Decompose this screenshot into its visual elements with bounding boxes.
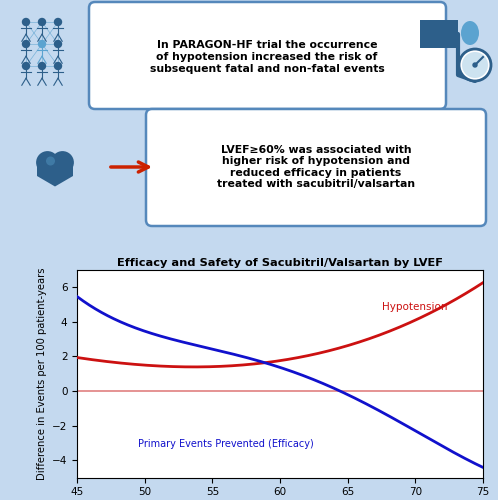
Circle shape xyxy=(36,151,59,174)
Y-axis label: Difference in Events per 100 patient-years: Difference in Events per 100 patient-yea… xyxy=(36,268,46,480)
Circle shape xyxy=(46,156,55,166)
Circle shape xyxy=(38,62,45,70)
Text: LVEF≥60% was associated with
higher risk of hypotension and
reduced efficacy in : LVEF≥60% was associated with higher risk… xyxy=(217,144,415,190)
Bar xyxy=(420,20,458,48)
Circle shape xyxy=(459,49,491,81)
FancyBboxPatch shape xyxy=(89,2,446,109)
Text: Primary Events Prevented (Efficacy): Primary Events Prevented (Efficacy) xyxy=(138,440,314,450)
Text: In PARAGON-HF trial the occurrence
of hypotension increased the risk of
subseque: In PARAGON-HF trial the occurrence of hy… xyxy=(149,40,384,74)
Circle shape xyxy=(54,62,61,70)
Circle shape xyxy=(54,18,61,26)
Circle shape xyxy=(38,18,45,26)
Circle shape xyxy=(22,40,29,48)
Title: Efficacy and Safety of Sacubitril/Valsartan by LVEF: Efficacy and Safety of Sacubitril/Valsar… xyxy=(117,258,443,268)
Circle shape xyxy=(22,18,29,26)
Circle shape xyxy=(54,40,61,48)
Circle shape xyxy=(51,151,74,174)
Ellipse shape xyxy=(461,21,479,45)
Circle shape xyxy=(22,62,29,70)
Polygon shape xyxy=(37,164,73,186)
Circle shape xyxy=(473,63,477,67)
Circle shape xyxy=(38,40,45,48)
Circle shape xyxy=(462,52,488,78)
FancyBboxPatch shape xyxy=(146,109,486,226)
Text: Hypotension: Hypotension xyxy=(381,302,447,312)
